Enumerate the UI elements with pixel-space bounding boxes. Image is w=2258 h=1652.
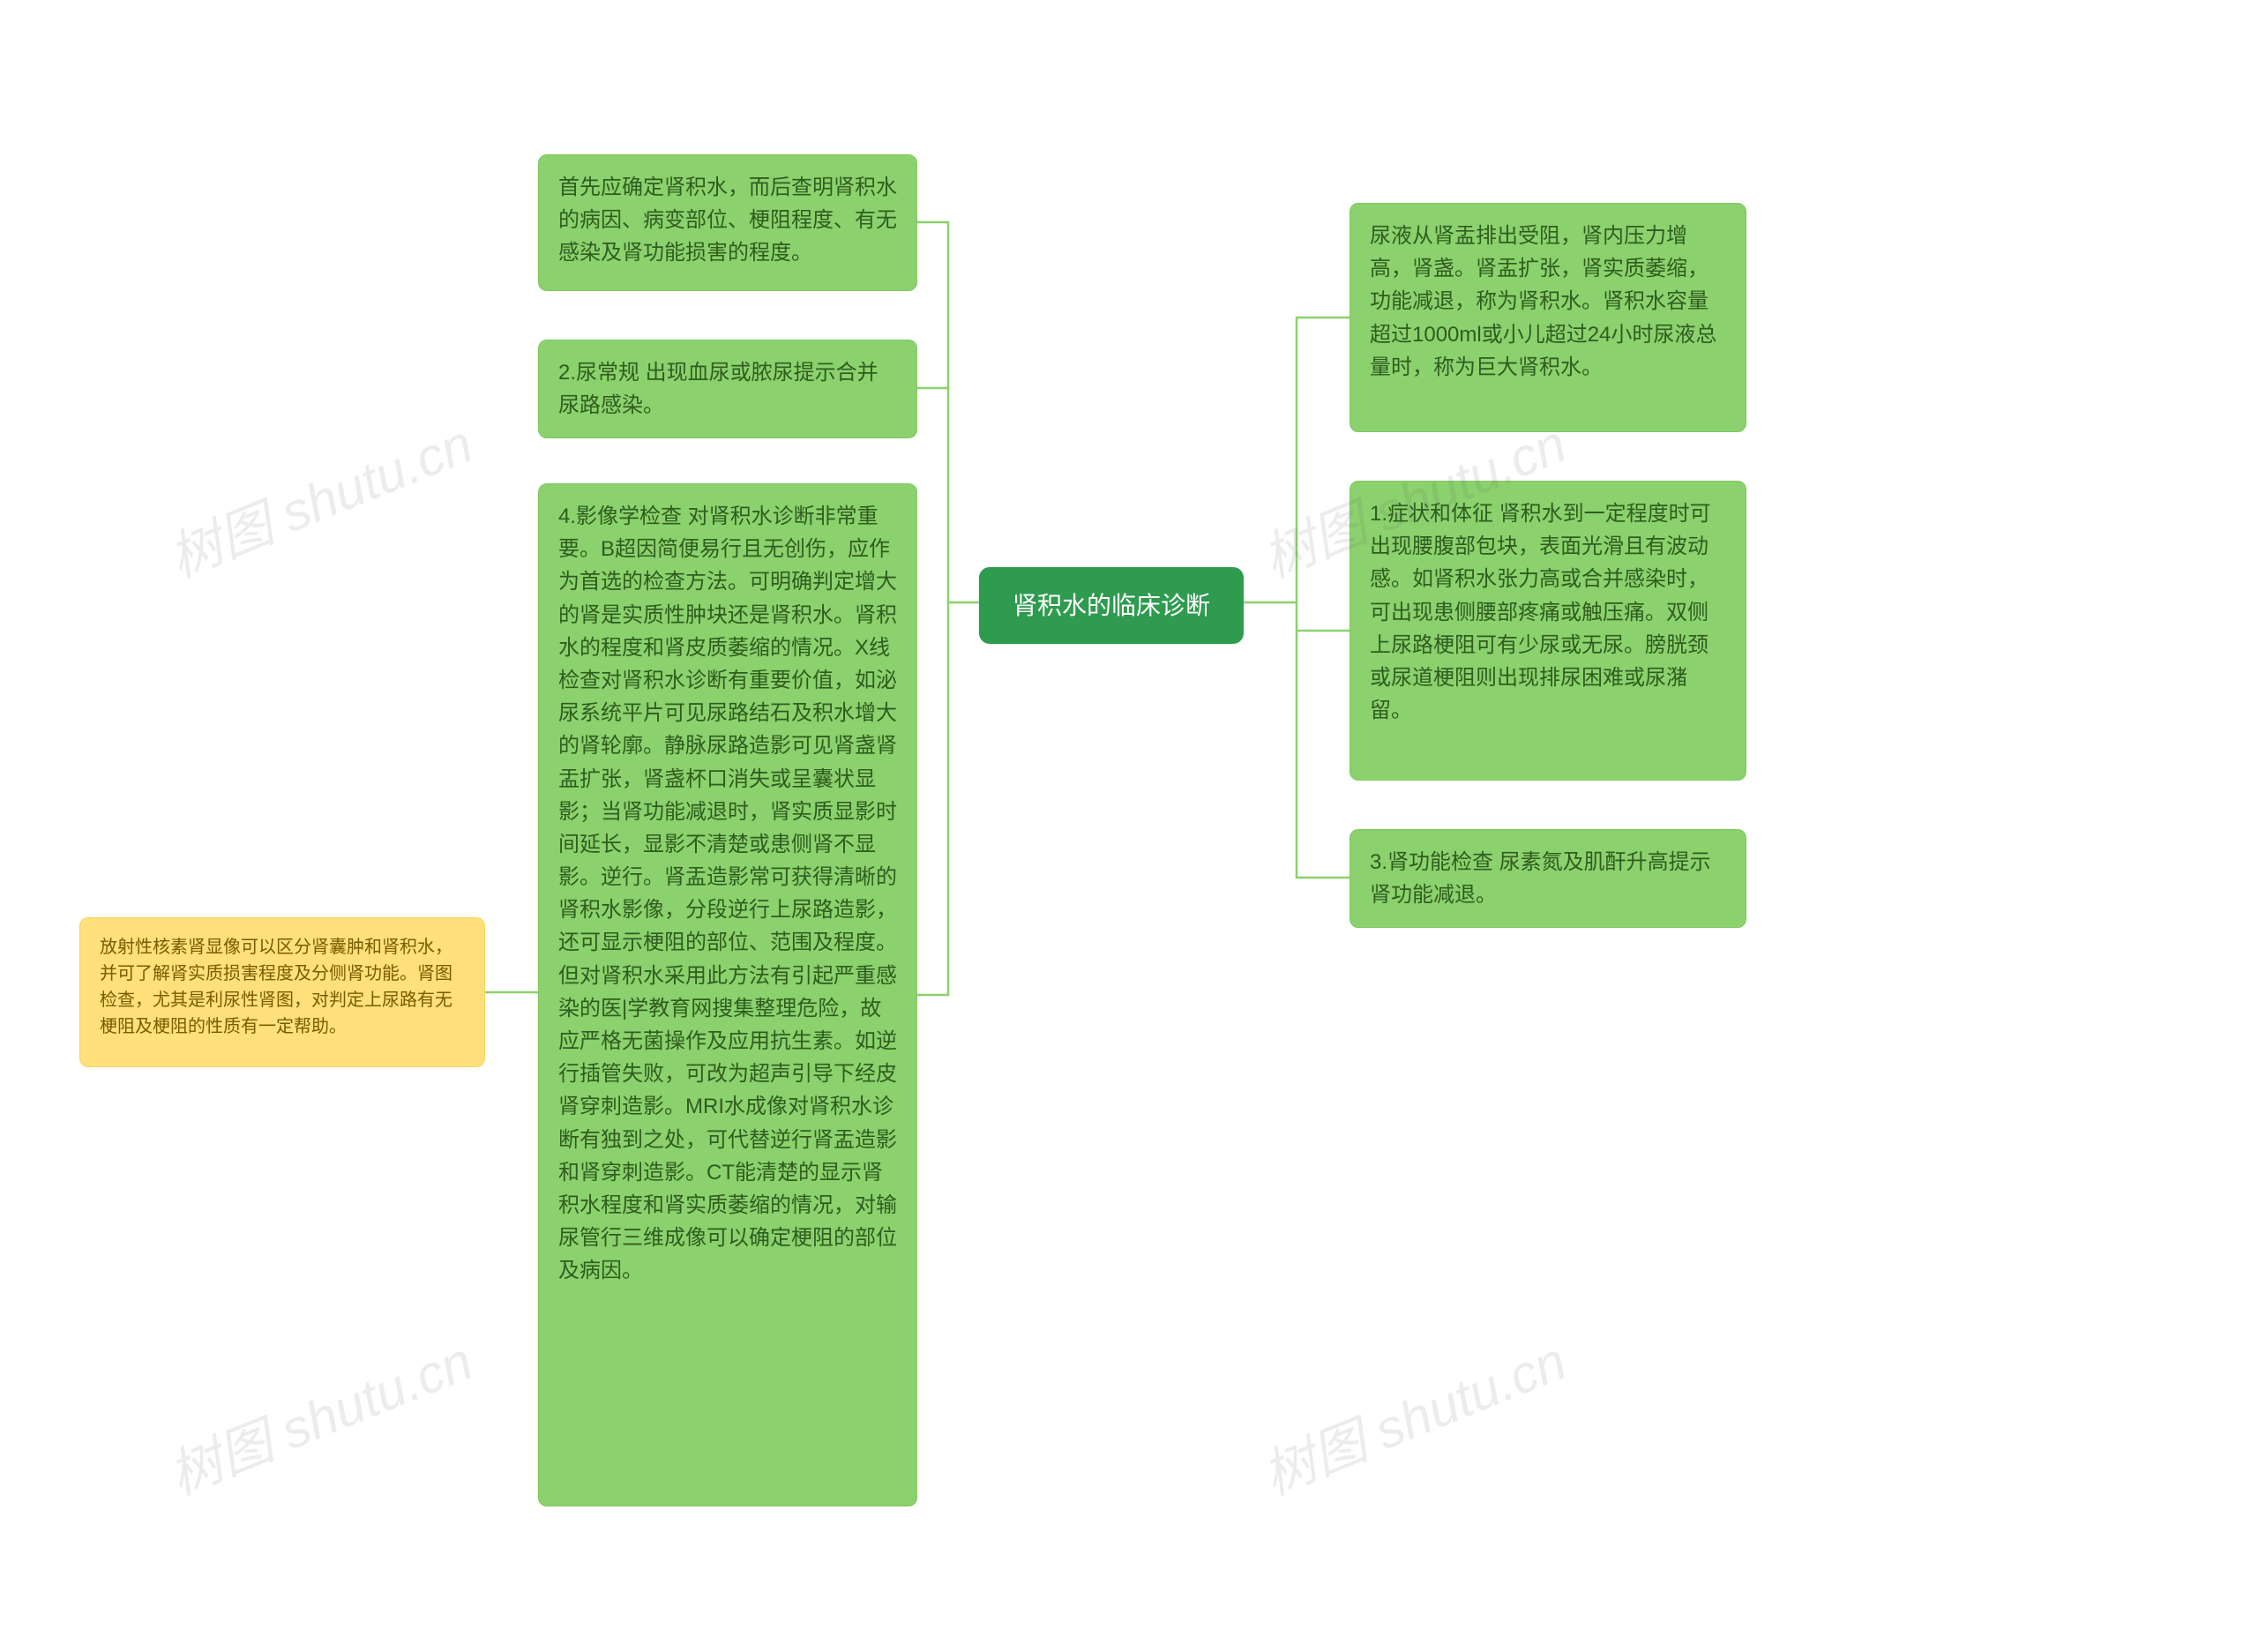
watermark: 树图 shutu.cn bbox=[156, 1319, 482, 1510]
right-node-definition: 尿液从肾盂排出受阻，肾内压力增高，肾盏。肾盂扩张，肾实质萎缩，功能减退，称为肾积… bbox=[1350, 203, 1746, 432]
right-node-renal-function: 3.肾功能检查 尿素氮及肌酐升高提示肾功能减退。 bbox=[1350, 829, 1746, 928]
left-node-intro: 首先应确定肾积水，而后查明肾积水的病因、病变部位、梗阻程度、有无感染及肾功能损害… bbox=[538, 154, 917, 291]
watermark: 树图 shutu.cn bbox=[156, 401, 482, 593]
left-node-urinalysis: 2.尿常规 出现血尿或脓尿提示合并尿路感染。 bbox=[538, 340, 917, 438]
root-node: 肾积水的临床诊断 bbox=[979, 567, 1244, 644]
leaf-node-radionuclide: 放射性核素肾显像可以区分肾囊肿和肾积水，并可了解肾实质损害程度及分侧肾功能。肾图… bbox=[79, 917, 485, 1067]
right-node-symptoms: 1.症状和体征 肾积水到一定程度时可出现腰腹部包块，表面光滑且有波动感。如肾积水… bbox=[1350, 481, 1746, 781]
left-node-imaging: 4.影像学检查 对肾积水诊断非常重要。B超因简便易行且无创伤，应作为首选的检查方… bbox=[538, 483, 917, 1506]
watermark: 树图 shutu.cn bbox=[1250, 1319, 1576, 1510]
diagram-canvas: 肾积水的临床诊断 首先应确定肾积水，而后查明肾积水的病因、病变部位、梗阻程度、有… bbox=[0, 0, 2258, 1652]
connector-layer bbox=[0, 0, 2258, 1652]
